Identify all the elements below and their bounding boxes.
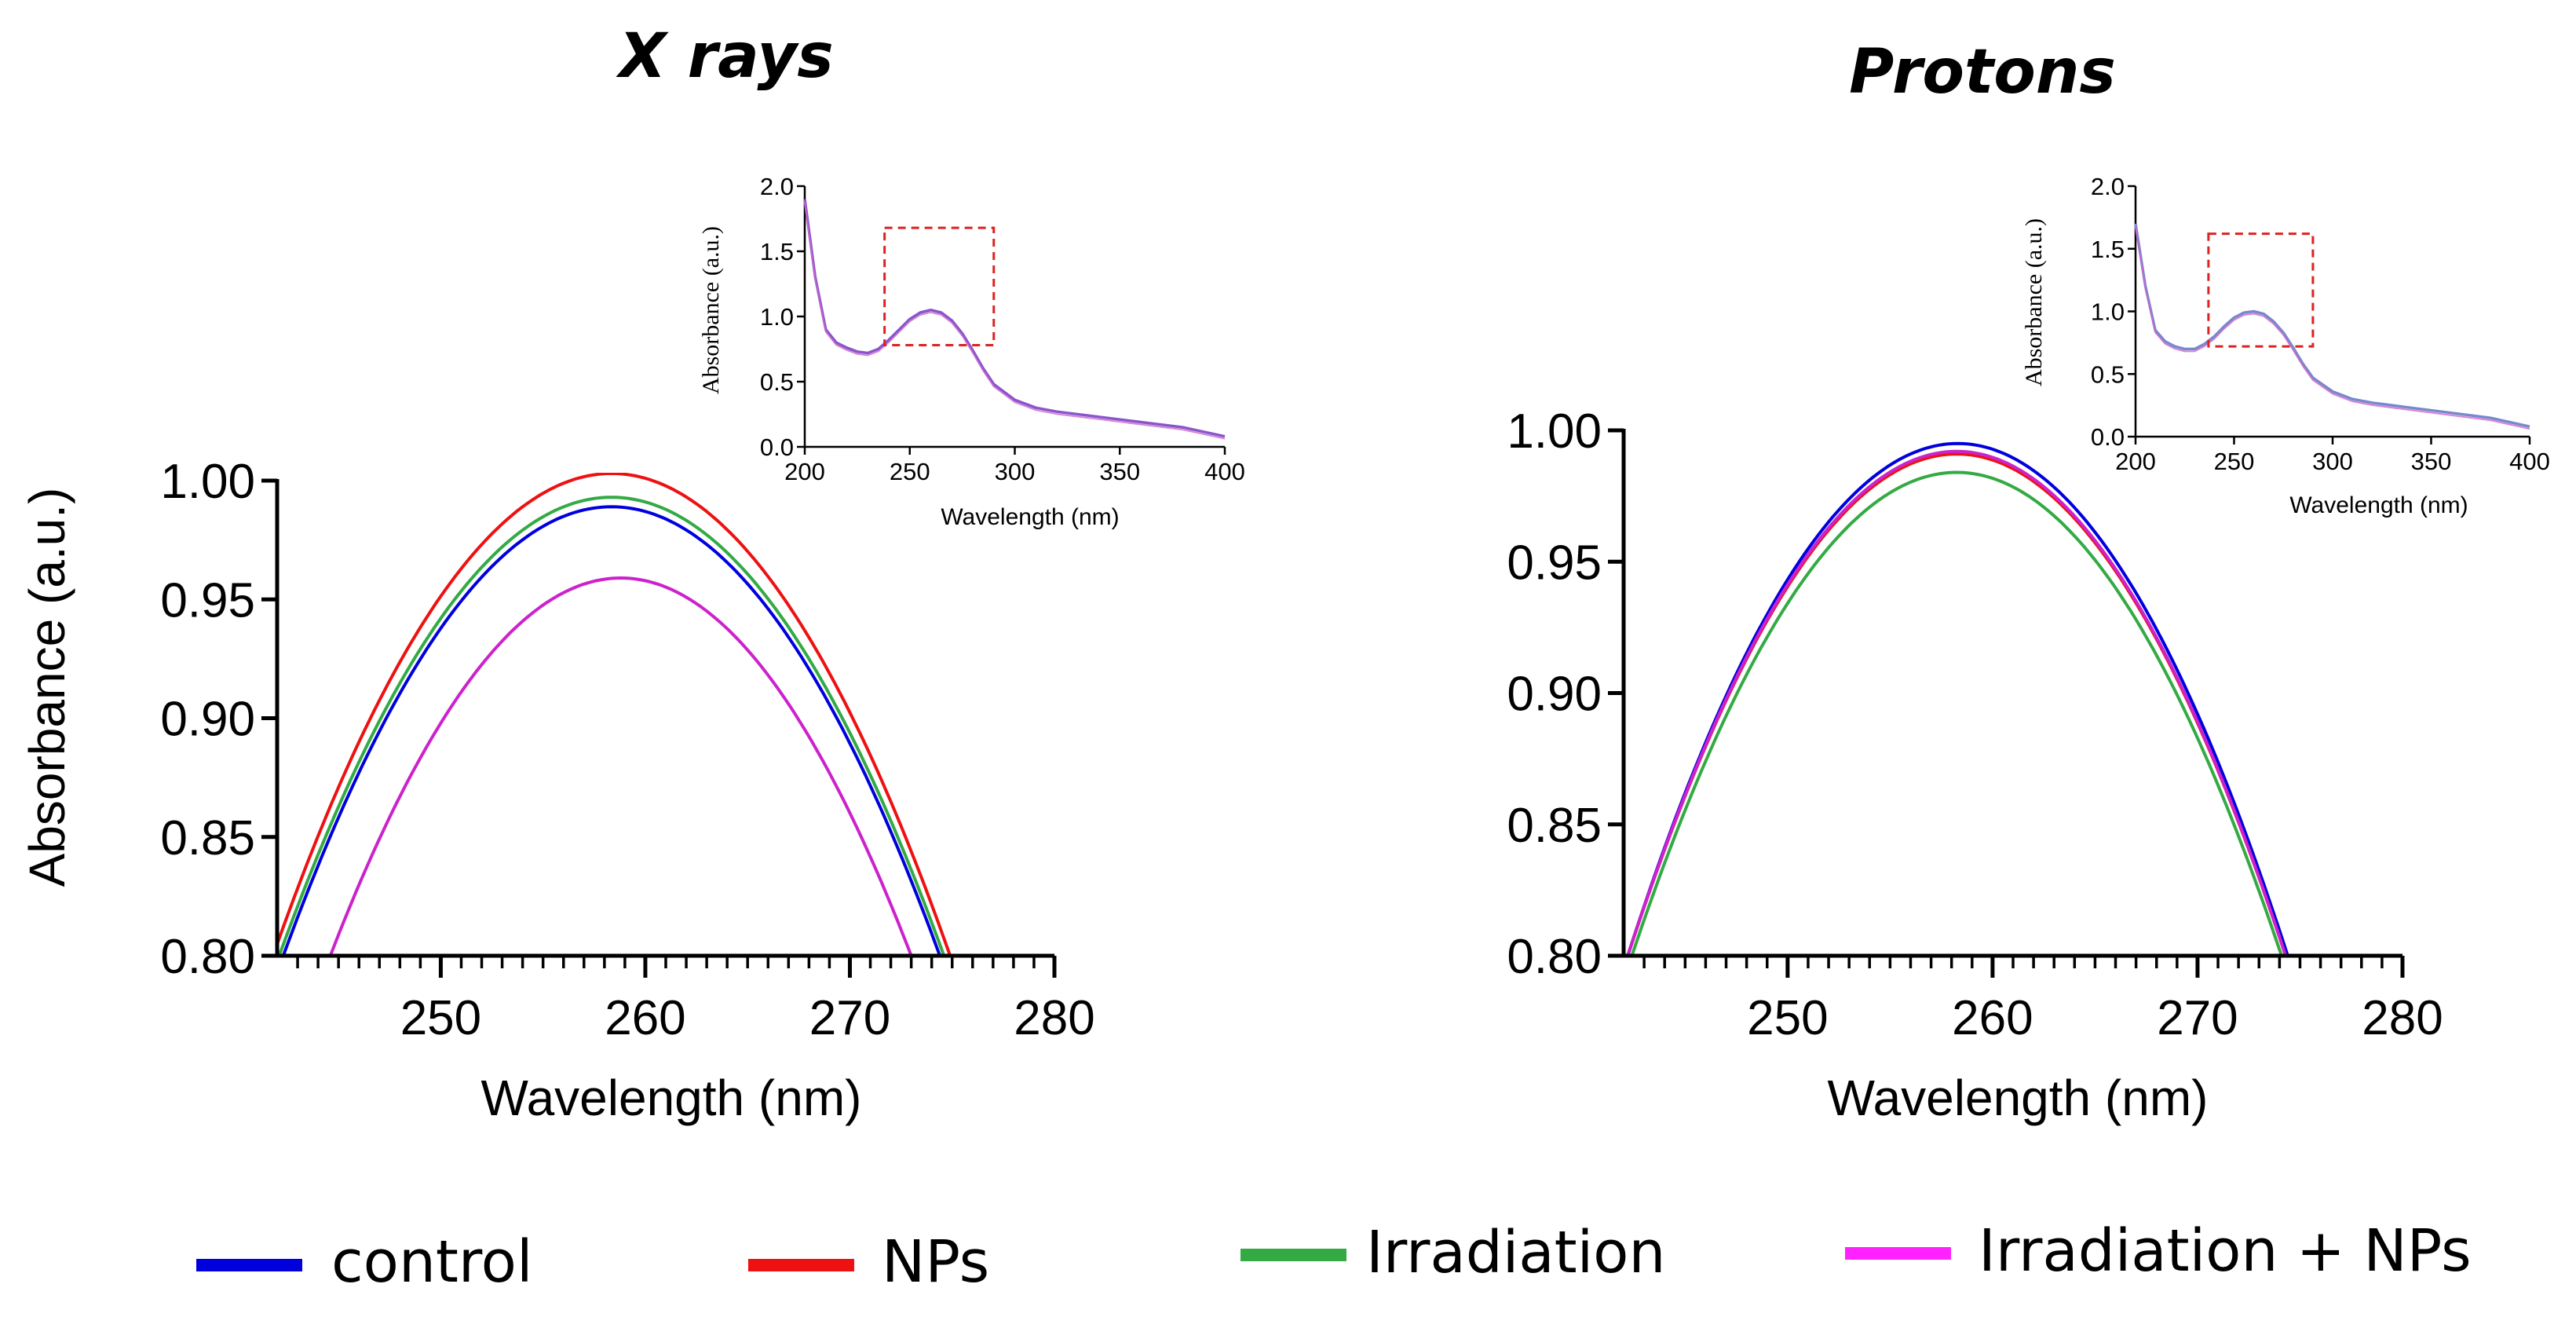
series-line-irradiation xyxy=(277,496,946,956)
y-tick-label: 0.80 xyxy=(160,930,255,984)
series-line-irradiation xyxy=(1630,470,2284,956)
inset-x-tick-label: 350 xyxy=(2411,448,2452,475)
inset-y-tick-label: 1.0 xyxy=(2091,298,2125,326)
main-plot: 0.80 0.85 0.90 0.95 1.00 250 260 270 280 xyxy=(1507,404,2443,1045)
inset-spectrum-line xyxy=(2134,223,2530,428)
inset-y-tick-label: 0.5 xyxy=(760,368,794,396)
inset-y-tick-label: 0.0 xyxy=(760,434,794,461)
y-tick-label: 0.85 xyxy=(160,811,255,865)
inset-y-axis-label: Absorbance (a.u.) xyxy=(2021,218,2047,386)
inset-x-axis-label: Wavelength (nm) xyxy=(941,504,1119,530)
inset-zoom-box xyxy=(883,226,996,347)
x-axis-label: Wavelength (nm) xyxy=(481,1070,862,1126)
series-line-nps xyxy=(277,473,952,956)
inset-y-tick-label: 1.5 xyxy=(760,238,794,265)
y-tick-label: 0.90 xyxy=(160,693,255,747)
y-tick-label: 1.00 xyxy=(1507,404,1602,459)
inset-y-tick-label: 1.0 xyxy=(760,303,794,331)
series-line-irradiation-nps xyxy=(1626,449,2288,956)
inset-x-tick-label: 300 xyxy=(2312,448,2353,475)
legend-swatch xyxy=(1240,1249,1346,1261)
inset-plot: Absorbance (a.u.) Wavelength (nm) 0.0 0.5… xyxy=(2021,173,2550,518)
inset-y-tick-label: 2.0 xyxy=(2091,173,2125,200)
inset-y-tick-label: 2.0 xyxy=(760,173,794,200)
inset-spectrum-line xyxy=(803,199,1226,438)
x-axis-label: Wavelength (nm) xyxy=(1828,1070,2209,1126)
series-line-control xyxy=(281,505,942,956)
y-axis-label: Absorbance (a.u.) xyxy=(19,488,75,887)
x-tick-label: 280 xyxy=(2362,991,2443,1045)
inset-zoom-box xyxy=(2207,232,2315,348)
x-tick-label: 250 xyxy=(400,991,481,1045)
series-line-irradiation-nps xyxy=(328,576,913,956)
legend-item-nps: NPs xyxy=(748,1228,989,1296)
y-tick-label: 0.85 xyxy=(1507,799,1602,853)
legend-swatch xyxy=(748,1259,854,1271)
inset-x-tick-label: 200 xyxy=(2115,448,2156,475)
legend-label: control xyxy=(331,1228,533,1296)
legend-swatch xyxy=(1845,1247,1951,1260)
inset-y-tick-label: 0.0 xyxy=(2091,423,2125,451)
legend-label: NPs xyxy=(882,1228,989,1296)
inset-y-tick-label: 1.5 xyxy=(2091,236,2125,263)
x-tick-label: 260 xyxy=(605,991,685,1045)
inset-plot: Absorbance (a.u.) Wavelength (nm) 0.0 0.5… xyxy=(698,173,1245,530)
y-tick-label: 0.95 xyxy=(160,573,255,627)
y-tick-label: 0.90 xyxy=(1507,668,1602,722)
x-tick-label: 270 xyxy=(809,991,890,1045)
x-tick-label: 280 xyxy=(1014,991,1094,1045)
panel-title: X rays xyxy=(616,21,833,92)
series-group xyxy=(1626,441,2289,956)
inset-x-tick-label: 200 xyxy=(784,458,825,485)
inset-x-tick-label: 250 xyxy=(890,458,930,485)
legend-item-irradiation: Irradiation xyxy=(1240,1219,1665,1286)
panel-protons: Protons Wavelength (nm) 0.80 0.85 0.90 0.95… xyxy=(1507,37,2550,1126)
x-tick-label: 260 xyxy=(1952,991,2033,1045)
inset-x-tick-label: 350 xyxy=(1099,458,1140,485)
inset-x-tick-label: 300 xyxy=(995,458,1036,485)
legend-swatch xyxy=(196,1259,302,1271)
y-tick-label: 0.80 xyxy=(1507,930,1602,984)
inset-y-tick-label: 0.5 xyxy=(2091,360,2125,388)
y-tick-label: 1.00 xyxy=(160,455,255,509)
x-tick-label: 250 xyxy=(1747,991,1828,1045)
legend: control NPs Irradiation Irradiation + NP… xyxy=(196,1217,2472,1296)
y-tick-label: 0.95 xyxy=(1507,536,1602,590)
inset-x-axis-label: Wavelength (nm) xyxy=(2289,492,2468,518)
legend-label: Irradiation xyxy=(1366,1219,1665,1286)
inset-x-tick-label: 250 xyxy=(2214,448,2255,475)
legend-item-irradiation-nps: Irradiation + NPs xyxy=(1845,1217,2472,1285)
panel-title: Protons xyxy=(1849,37,2116,108)
legend-label: Irradiation + NPs xyxy=(1979,1217,2472,1285)
panel-xrays: X rays Absorbance (a.u.) Wavelength (nm)… xyxy=(19,21,1245,1126)
x-tick-label: 270 xyxy=(2157,991,2238,1045)
inset-x-tick-label: 400 xyxy=(1204,458,1245,485)
legend-item-control: control xyxy=(196,1228,533,1296)
main-plot: 0.80 0.85 0.90 0.95 1.00 250 260 270 280 xyxy=(160,455,1094,1045)
inset-spectrum-line-2 xyxy=(804,201,1226,440)
series-group xyxy=(277,473,952,956)
inset-spectrum-line-2 xyxy=(2135,225,2530,430)
inset-x-tick-label: 400 xyxy=(2509,448,2550,475)
inset-y-axis-label: Absorbance (a.u.) xyxy=(698,226,724,394)
